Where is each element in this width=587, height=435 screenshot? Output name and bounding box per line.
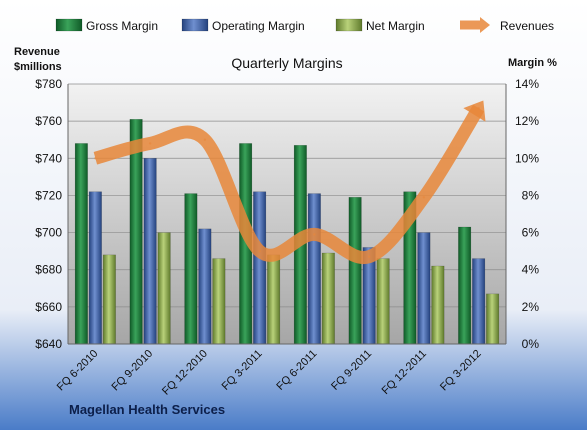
gross-margin-bar	[458, 226, 472, 345]
left-tick-label: $640	[35, 337, 62, 351]
operating-margin-bar	[253, 191, 267, 345]
operating-margin-bar	[307, 193, 321, 345]
left-tick-label: $780	[35, 77, 62, 91]
gross-margin-bar	[74, 143, 88, 345]
right-tick-label: 4%	[522, 263, 540, 277]
net-margin-bar	[486, 293, 500, 345]
right-tick-label: 0%	[522, 337, 540, 351]
net-margin-bar	[212, 258, 226, 345]
revenues-legend-arrow	[480, 17, 490, 33]
right-tick-label: 2%	[522, 300, 540, 314]
revenue-point	[313, 233, 316, 236]
left-tick-label: $660	[35, 300, 62, 314]
right-tick-label: 12%	[515, 114, 539, 128]
company-name: Magellan Health Services	[69, 402, 225, 417]
operating-margin-bar	[472, 258, 486, 345]
net-margin-bar	[431, 265, 445, 345]
revenue-arrowhead	[463, 100, 486, 122]
net-margin-bar	[321, 252, 335, 345]
operating-margin-bar	[143, 158, 157, 345]
gross-margin-bar-legend-swatch	[55, 18, 83, 32]
chart-title: Quarterly Margins	[231, 55, 342, 71]
net-margin-bar	[157, 232, 171, 345]
legend-label: Revenues	[500, 19, 554, 33]
gross-margin-bar	[348, 197, 362, 345]
revenue-point	[367, 255, 371, 258]
revenue-point	[258, 249, 261, 253]
left-axis-label-line1: Revenue	[14, 46, 60, 58]
left-tick-label: $700	[35, 226, 62, 240]
revenue-point	[203, 138, 207, 141]
net-margin-bar	[376, 258, 390, 345]
left-tick-label: $680	[35, 263, 62, 277]
net-margin-bar-legend-swatch	[335, 18, 363, 32]
revenue-line-layer	[93, 100, 486, 265]
right-axis-label: Margin %	[508, 57, 557, 69]
operating-margin-bar	[88, 191, 102, 345]
revenue-point	[422, 196, 426, 199]
gross-margin-bar	[184, 193, 198, 345]
operating-margin-bar	[417, 232, 431, 345]
operating-margin-bar-legend-swatch	[181, 18, 209, 32]
legend: Gross Margin Operating Margin Net Margin Re…	[55, 17, 554, 33]
revenue-point	[94, 157, 97, 160]
net-margin-bar	[102, 254, 116, 345]
legend-label: Gross Margin	[86, 19, 158, 33]
left-tick-label: $760	[35, 114, 62, 128]
left-axis-label-line2: $millions	[14, 61, 62, 73]
right-tick-label: 8%	[522, 188, 540, 202]
right-tick-label: 6%	[522, 226, 540, 240]
operating-margin-bar	[198, 228, 212, 345]
right-tick-label: 10%	[515, 151, 539, 165]
left-tick-label: $720	[35, 188, 62, 202]
left-tick-label: $740	[35, 151, 62, 165]
revenue-point	[477, 106, 480, 110]
right-tick-label: 14%	[515, 77, 539, 91]
left-axis-label: Revenue $millions	[14, 46, 63, 73]
revenue-point	[148, 142, 152, 145]
legend-label: Operating Margin	[212, 19, 305, 33]
legend-label: Net Margin	[366, 19, 425, 33]
net-margin-bar	[267, 254, 281, 345]
